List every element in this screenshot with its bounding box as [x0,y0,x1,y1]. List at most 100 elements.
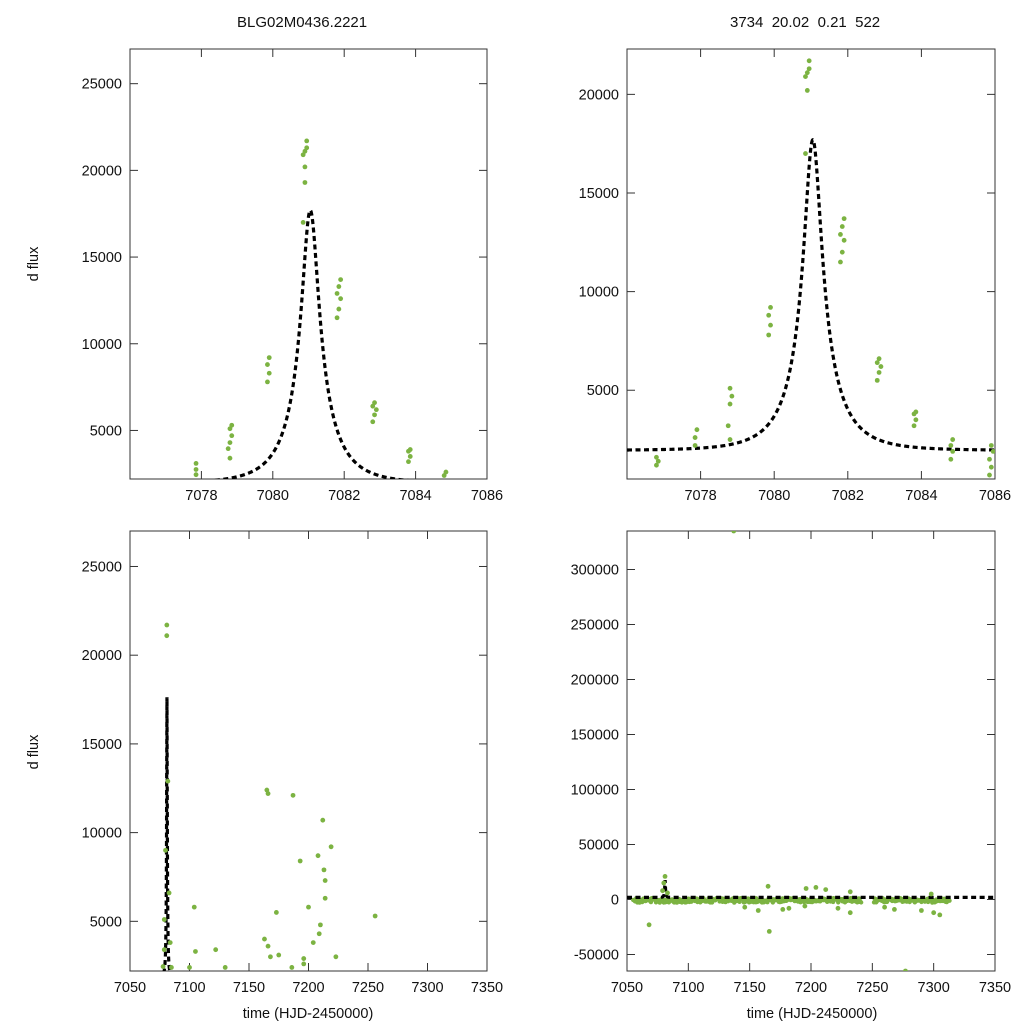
x-tick-label: 7080 [257,488,289,504]
x-tick-label: 7082 [328,488,360,504]
data-point [268,954,273,960]
data-point [306,904,311,910]
data-point [654,454,659,460]
model-curve [627,137,995,452]
data-point [766,332,772,338]
data-point [373,407,379,413]
data-point [372,412,377,418]
y-tick-label: 10000 [82,826,122,842]
data-point [160,964,166,969]
data-point [665,890,670,896]
x-tick-label: 7080 [758,488,790,504]
data-point [727,385,733,391]
y-tick-label: 20000 [579,87,619,103]
data-point [662,874,668,879]
chart-title-right: 3734 20.02 0.21 522 [730,14,881,31]
data-point [273,910,279,915]
panel-top-right: 5000 10000 15000 20000 7078 7080 7082 7084 7086 [579,48,1011,504]
data-point [193,467,199,472]
data-point [406,459,411,465]
x-tick-label: 7250 [352,980,384,996]
data-point [804,70,810,76]
data-point [803,151,808,156]
data-point [443,469,449,475]
data-point [166,890,172,896]
data-point [766,929,772,934]
data-point [928,891,934,897]
data-point [321,867,327,873]
data-point [302,180,308,185]
data-point [289,965,295,970]
x-tick-label: 7100 [173,980,205,996]
data-point [987,456,992,462]
data-point [318,922,323,928]
data-point [229,433,235,439]
data-point [803,886,809,891]
data-point [164,622,170,628]
x-tick-label: 7100 [672,980,704,996]
data-point [225,446,231,452]
data-point [919,908,924,913]
y-tick-label: 25000 [82,559,122,575]
data-point [878,364,884,369]
data-point [193,460,199,466]
data-point [333,954,339,960]
y-tick-label: 15000 [82,250,122,266]
data-point [407,454,413,459]
data-point [370,419,376,425]
data-point [913,409,919,415]
x-tick-label: 7086 [471,488,503,504]
panel-bottom-left: 5000 10000 15000 20000 25000 7050 7100 7150 7200… [82,530,503,996]
data-point [766,312,772,318]
data-point [694,427,700,433]
x-tick-label: 7086 [979,488,1011,504]
data-point [988,443,994,448]
data-point [316,931,322,937]
plot-area [160,622,378,971]
model-curve [627,880,995,899]
data-point [187,965,192,970]
y-tick-label: 150000 [571,728,619,744]
data-point [802,903,808,909]
model-curve [210,208,410,479]
data-point [302,164,308,170]
model-curve [162,697,172,971]
data-point [290,792,296,798]
data-point [823,887,829,892]
chart-title-left: BLG02M0436.2221 [237,14,368,31]
y-tick-label: 250000 [571,618,619,634]
y-axis-label-bottom: d flux [26,734,42,769]
data-point [858,900,864,905]
data-point [322,878,328,883]
plot-frame [626,530,996,972]
data-point [372,913,378,919]
data-point [169,965,174,970]
data-point [301,961,307,967]
data-point [262,936,267,942]
x-tick-label: 7300 [411,980,443,996]
data-point [780,907,786,912]
y-tick-label: 5000 [90,423,122,439]
data-point [692,435,698,440]
data-point [407,447,413,452]
data-point [265,791,271,796]
x-axis-label-bottom-right: time (HJD-2450000) [747,1006,878,1022]
data-point [304,145,310,151]
data-point [265,943,271,949]
x-tick-label: 7050 [114,980,146,996]
plot-area [627,58,995,478]
data-point [847,889,853,895]
data-point [227,455,233,461]
data-point [227,440,233,445]
y-axis-label-top: d flux [26,246,42,281]
y-tick-label: 15000 [579,186,619,202]
data-point [654,462,659,468]
data-point [229,422,235,428]
data-point [334,315,340,321]
data-point [913,417,919,423]
data-point [310,940,316,946]
data-point [841,237,847,243]
data-point [947,898,952,903]
data-point [265,362,270,367]
